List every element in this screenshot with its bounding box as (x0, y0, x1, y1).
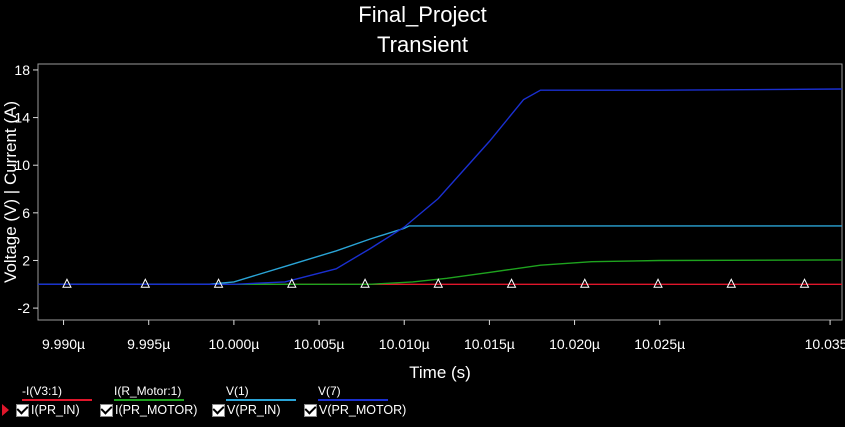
legend-color-swatch (318, 399, 388, 401)
trace-visible-checkbox[interactable] (304, 403, 317, 417)
x-tick-label: 10.020µ (549, 336, 600, 352)
data-marker-icon (506, 278, 517, 288)
y-tick-label: -2 (18, 300, 31, 316)
x-tick-label: 10.010µ (379, 336, 430, 352)
legend-trace-label: V(PR_MOTOR) (319, 403, 407, 417)
x-tick-label: 9.995µ (127, 336, 170, 352)
legend-probe-label: V(1) (226, 384, 249, 398)
x-tick-label: 10.035µ (805, 336, 845, 352)
chart-subtitle: Transient (377, 32, 468, 57)
series-line-2[interactable] (38, 259, 843, 285)
y-axis-label: Voltage (V) | Current (A) (1, 101, 20, 283)
x-axis-label: Time (s) (409, 363, 471, 382)
data-marker-icon (286, 278, 297, 288)
data-marker-icon (726, 278, 737, 288)
y-tick-label: 14 (14, 110, 30, 126)
trace-visible-checkbox[interactable] (212, 403, 225, 417)
legend-color-swatch (22, 399, 92, 401)
legend-probe-label: I(R_Motor:1) (114, 384, 182, 398)
data-marker-icon (579, 278, 590, 288)
legend-trace-row: I(PR_MOTOR) (100, 403, 197, 417)
legend-color-swatch (114, 399, 184, 401)
y-tick-label: 10 (14, 157, 30, 173)
data-marker-icon (433, 278, 444, 288)
data-marker-icon (62, 278, 72, 288)
data-marker-icon (799, 278, 810, 288)
trace-visible-checkbox[interactable] (16, 403, 29, 417)
legend-trace-row: V(PR_MOTOR) (304, 403, 406, 417)
x-tick-label: 10.025µ (634, 336, 685, 352)
data-marker-icon (360, 278, 370, 288)
data-marker-icon (213, 278, 224, 288)
trace-visible-checkbox[interactable] (100, 403, 113, 417)
legend-probe-label: -I(V3:1) (22, 384, 63, 398)
plot-frame (37, 63, 843, 321)
y-tick-label: 6 (22, 205, 30, 221)
chart-title: Final_Project (358, 2, 487, 27)
series-line-4[interactable] (38, 88, 843, 285)
legend-trace-label: V(PR_IN) (227, 403, 281, 417)
selected-trace-marker-icon[interactable] (2, 404, 9, 416)
x-tick-label: 10.005µ (294, 336, 345, 352)
x-tick-label: 9.990µ (42, 336, 85, 352)
y-tick-label: 18 (14, 62, 30, 78)
y-tick-label: 2 (22, 252, 30, 268)
legend-trace-label: I(PR_MOTOR) (115, 403, 198, 417)
legend-trace-label: I(PR_IN) (31, 403, 80, 417)
x-tick-label: 10.000µ (208, 336, 259, 352)
legend-trace-row: I(PR_IN) (16, 403, 80, 417)
legend-color-swatch (226, 399, 296, 401)
data-marker-icon (653, 278, 663, 288)
legend-trace-row: V(PR_IN) (212, 403, 280, 417)
x-tick-label: 10.015µ (464, 336, 515, 352)
data-marker-icon (140, 278, 151, 288)
legend-probe-label: V(7) (318, 384, 341, 398)
